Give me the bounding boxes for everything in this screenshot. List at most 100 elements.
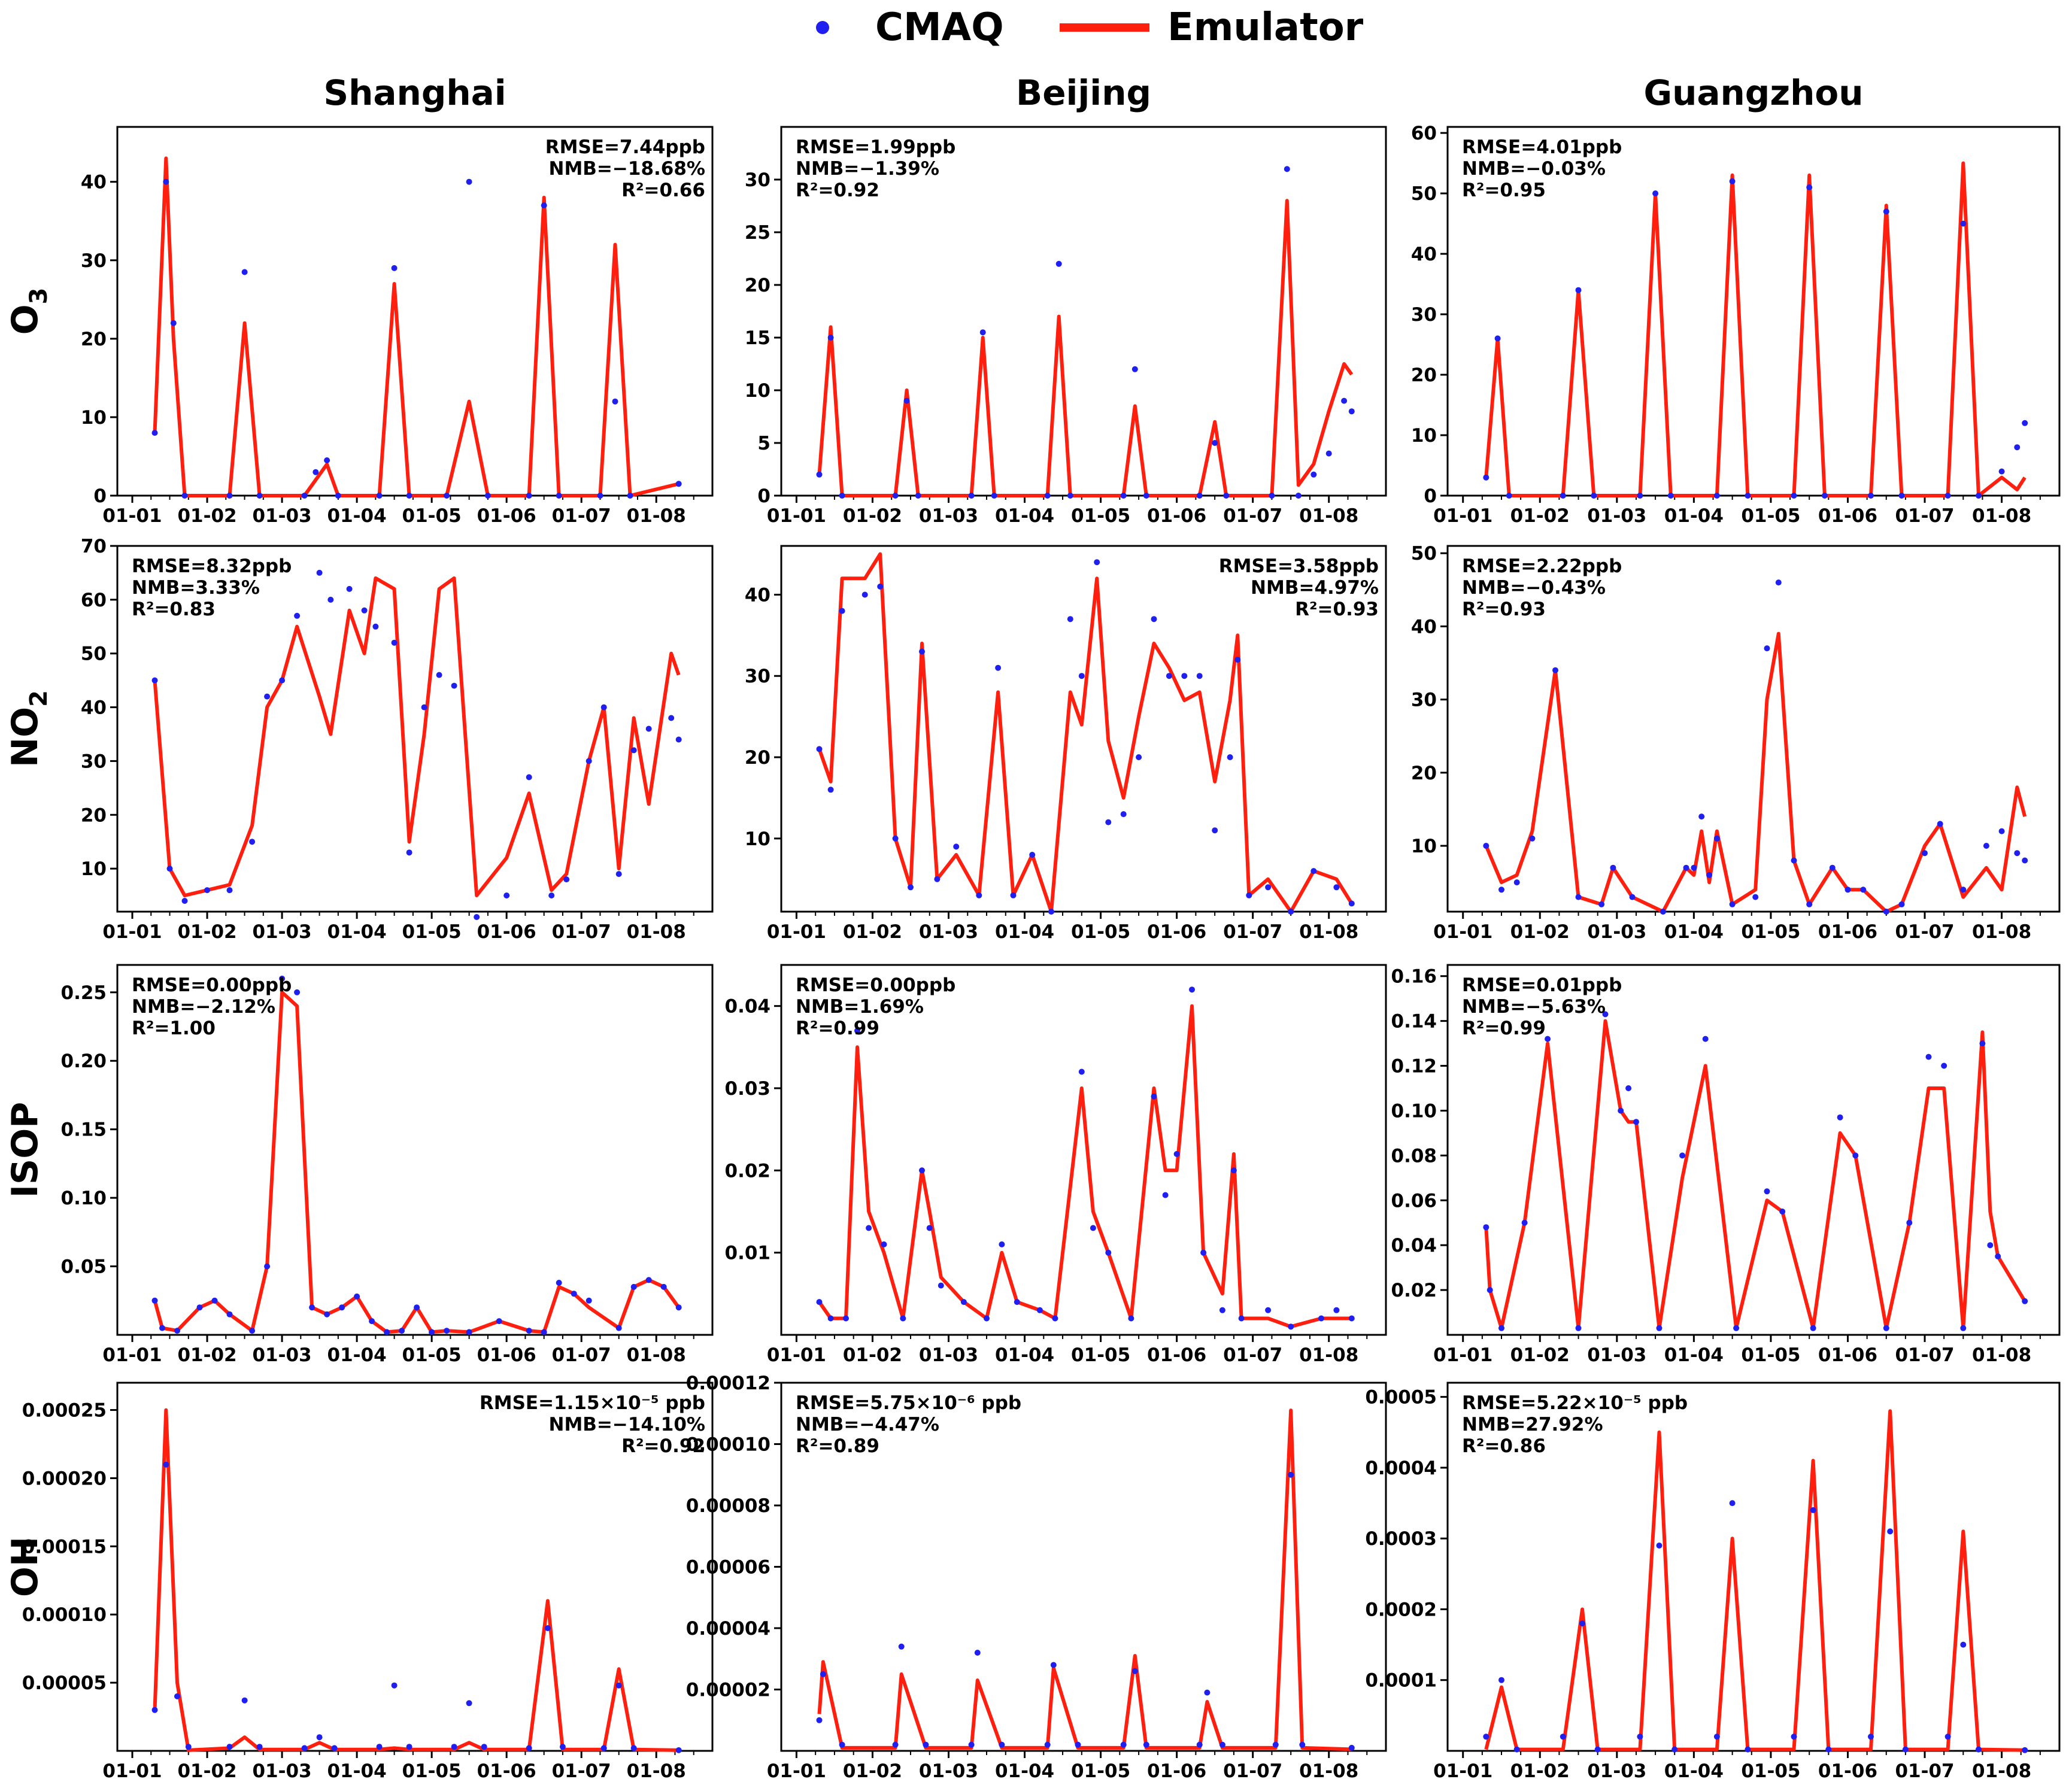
cmaq-point [1944,1734,1951,1740]
cmaq-point [324,1311,330,1317]
cmaq-point [843,1315,849,1322]
cmaq-point [820,1671,826,1677]
cmaq-point [839,493,845,499]
cmaq-point [898,1643,905,1650]
cmaq-point [1598,901,1605,907]
cmaq-point [1288,909,1294,915]
legend-cmaq-label: CMAQ [875,5,1004,50]
cmaq-point [1629,894,1636,900]
cmaq-point [481,1744,487,1750]
legend-emulator-line [1060,23,1149,32]
cmaq-point [1733,1325,1740,1331]
cmaq-point [421,704,427,711]
y-tick-label: 30 [745,666,770,687]
x-tick-label: 01-08 [627,505,686,527]
cmaq-point [630,747,637,754]
cmaq-point [414,1304,420,1311]
cmaq-point [630,1283,637,1290]
x-tick-label: 01-06 [1147,505,1206,527]
cmaq-point [391,1682,398,1689]
x-tick-label: 01-03 [919,1760,978,1779]
cmaq-point [159,1325,165,1331]
x-tick-label: 01-01 [767,505,826,527]
cmaq-point [1265,884,1272,891]
cmaq-point [1637,1734,1643,1740]
x-tick-label: 01-07 [1895,921,1954,943]
cmaq-point [541,202,547,209]
x-tick-label: 01-02 [177,1344,236,1366]
chart-panel-beijing-isop: 01-01 01-02 01-03 01-04 01-05 01-06 01-07 01-08… [725,964,1387,1366]
x-tick-label: 01-03 [252,921,311,943]
cmaq-point [1078,1068,1085,1075]
cmaq-point [1094,559,1100,566]
cmaq-point [1825,1746,1832,1753]
x-tick-label: 01-06 [1147,1344,1206,1366]
stats-line: RMSE=7.44ppb [545,136,705,158]
cmaq-point [1105,1249,1112,1256]
cmaq-point [354,1293,360,1300]
x-tick-label: 01-05 [1741,1760,1800,1779]
stats-line: R²=0.99 [1462,1018,1546,1039]
cmaq-point [1075,1741,1081,1748]
row-label-text: O3 [4,288,53,335]
cmaq-point [1498,1325,1504,1331]
cmaq-point [211,1297,218,1304]
cmaq-point [1618,1107,1624,1114]
cmaq-point [327,596,334,603]
plot-frame [1446,545,2061,913]
y-tick-label: 0.00008 [686,1495,770,1517]
x-tick-label: 01-04 [995,921,1054,943]
x-tick-label: 01-05 [1741,505,1800,527]
row-label-main: OH [4,1537,46,1597]
cmaq-point [1806,184,1813,190]
cmaq-point [563,876,570,883]
cmaq-point [391,639,398,646]
y-tick-label: 0.05 [61,1256,107,1278]
row-label: ISOP [4,1102,46,1198]
cmaq-point [827,335,834,341]
x-tick-label: 01-02 [177,1760,236,1779]
cmaq-point [1348,900,1355,907]
x-tick-label: 01-08 [1972,921,2031,943]
y-tick-label: 30 [745,169,770,191]
cmaq-point [1348,1315,1355,1322]
cmaq-point [1143,1741,1149,1748]
legend: CMAQ Emulator [816,5,1364,50]
emulator-line [817,199,1354,497]
x-tick-label: 01-01 [1433,921,1492,943]
cmaq-point [181,898,188,904]
stats-line: R²=0.83 [132,599,216,620]
cmaq-point [926,1225,933,1231]
cmaq-point [301,1745,308,1751]
cmaq-point [999,1241,1005,1247]
cmaq-point [1052,1315,1058,1322]
y-tick-label: 0.12 [1391,1056,1437,1077]
emulator-line [1484,1019,2027,1330]
x-tick-label: 01-08 [1299,1344,1358,1366]
stats-line: NMB=−5.63% [1462,996,1606,1018]
cmaq-point [309,1304,315,1311]
cmaq-point [544,1625,551,1631]
cmaq-point [1272,1741,1279,1748]
x-tick-label: 01-03 [1587,1344,1646,1366]
cmaq-point [1941,1062,1947,1069]
cmaq-point [163,178,169,185]
cmaq-point [1683,864,1689,871]
y-tick-label: 0.00010 [22,1604,107,1626]
cmaq-point [1983,843,1989,849]
cmaq-point [1483,474,1489,481]
cmaq-point [1976,1746,1982,1753]
cmaq-point [1979,1040,1986,1047]
y-tick-label: 0 [93,485,107,507]
cmaq-point [586,1297,592,1304]
cmaq-point [615,1325,622,1331]
cmaq-point [226,1744,233,1750]
x-tick-label: 01-02 [1510,921,1570,943]
cmaq-point [1579,1620,1585,1627]
x-tick-label: 01-03 [252,1344,311,1366]
cmaq-point [974,1650,981,1656]
panels: 01-01 01-02 01-03 01-04 01-05 01-06 01-07 01-08… [22,123,2061,1779]
cmaq-point [615,871,622,878]
stats-line: NMB=1.69% [796,996,924,1018]
cmaq-point [1960,887,1967,893]
